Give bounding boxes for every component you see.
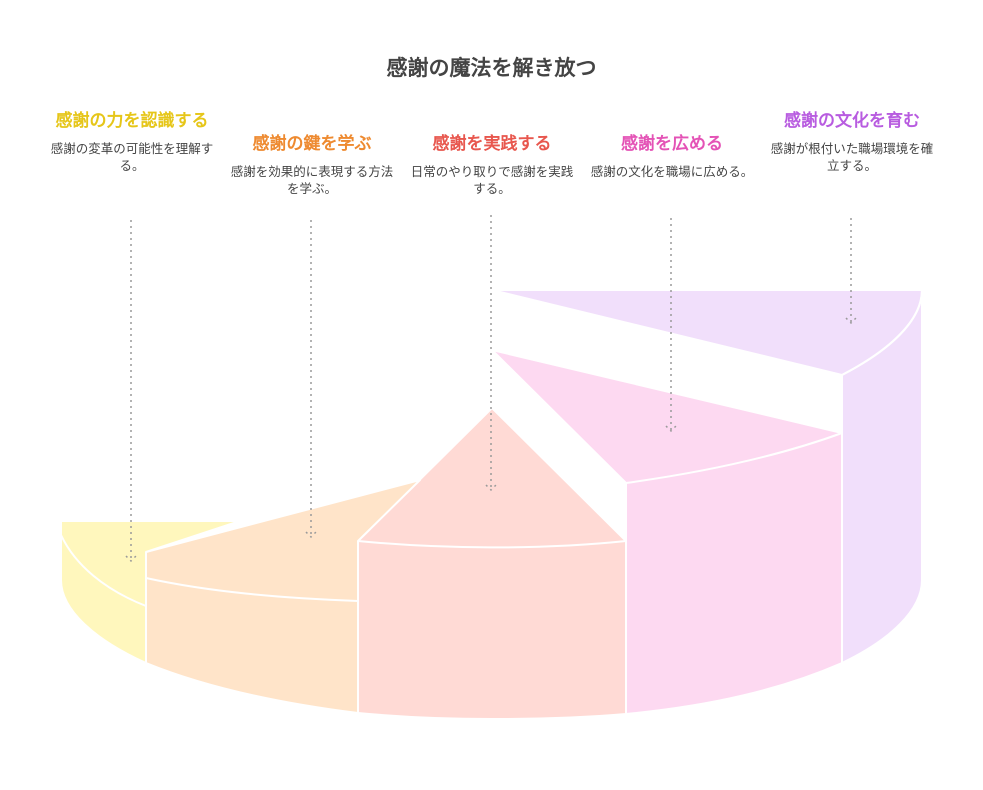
step-3-title: 感謝を実践する: [432, 134, 552, 154]
connector-arrow-icon: [125, 555, 137, 563]
step-3-edge: [357, 540, 627, 549]
step-2-label: 感謝の鍵を学ぶ 感謝を効果的に表現する方法を学ぶ。: [227, 133, 397, 197]
step-3-block: [357, 407, 627, 720]
step-4-block: [491, 349, 843, 715]
step-5-title: 感謝の文化を育む: [784, 111, 920, 131]
step-3-desc: 日常のやり取りで感謝を実践する。: [410, 164, 574, 196]
step-1-block: [60, 520, 241, 664]
step-2-title: 感謝の鍵を学ぶ: [252, 134, 372, 154]
connector-arrow-icon: [665, 425, 677, 433]
step-4-title: 感謝を広める: [621, 134, 723, 154]
step-2-desc: 感謝を効果的に表現する方法を学ぶ。: [230, 164, 394, 196]
step-5-edge: [841, 289, 923, 376]
step-3-label: 感謝を実践する 日常のやり取りで感謝を実践する。: [407, 133, 577, 197]
step-2-edge: [145, 577, 359, 602]
step-5-desc: 感謝が根付いた職場環境を確立する。: [770, 141, 934, 173]
step-5-label: 感謝の文化を育む 感謝が根付いた職場環境を確立する。: [767, 110, 937, 174]
step-1-edge: [60, 534, 147, 607]
step-1-label: 感謝の力を認識する 感謝の変革の可能性を理解する。: [47, 110, 217, 174]
step-4-label: 感謝を広める 感謝の文化を職場に広める。: [587, 133, 757, 180]
step-1-desc: 感謝の変革の可能性を理解する。: [50, 141, 214, 173]
diagram-title: 感謝の魔法を解き放つ: [386, 56, 597, 80]
step-4-edge: [625, 432, 843, 484]
connector-arrow-icon: [845, 317, 857, 325]
step-4-desc: 感謝の文化を職場に広める。: [590, 164, 754, 179]
step-1-title: 感謝の力を認識する: [55, 111, 209, 131]
connector-arrow-icon: [305, 531, 317, 539]
connector-arrow-icon: [485, 484, 497, 492]
